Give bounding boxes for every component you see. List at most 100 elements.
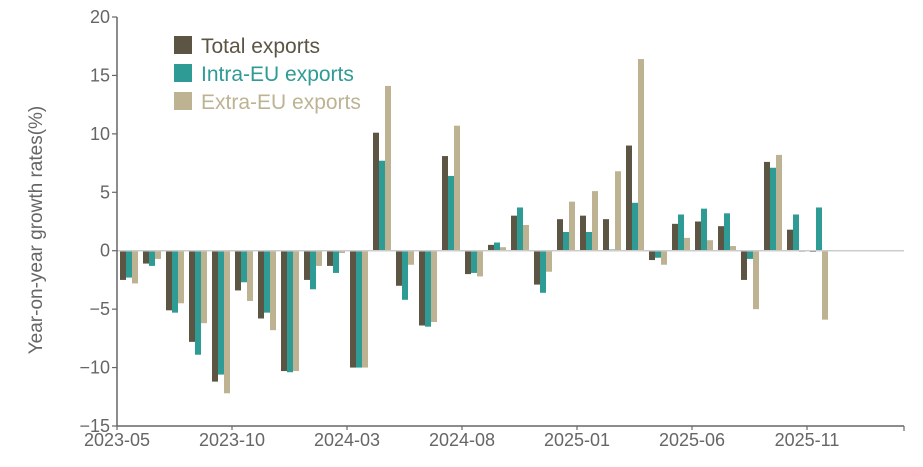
bar-group-2025-11 — [810, 207, 828, 320]
bars-layer — [120, 59, 828, 394]
bar-total-exports-2023-06 — [143, 250, 149, 264]
bar-extra-eu-exports-2025-02 — [615, 171, 621, 251]
bar-intra-eu-exports-2025-10 — [793, 214, 799, 251]
bar-group-2025-08 — [741, 250, 759, 310]
bar-group-2024-06 — [419, 250, 437, 327]
bar-extra-eu-exports-2025-03 — [638, 59, 644, 251]
bar-extra-eu-exports-2024-06 — [431, 250, 437, 322]
bar-group-2024-02 — [327, 250, 345, 273]
bar-total-exports-2024-09 — [488, 244, 494, 251]
bar-extra-eu-exports-2023-08 — [201, 250, 207, 324]
bar-group-2023-07 — [166, 250, 184, 313]
legend-label: Intra-EU exports — [201, 63, 354, 86]
bar-group-2023-05 — [120, 250, 138, 284]
y-tick-label: 15 — [90, 65, 110, 85]
bar-intra-eu-exports-2023-09 — [218, 250, 224, 375]
legend: Total exports Intra-EU exports Extra-EU ex… — [174, 35, 361, 114]
bar-extra-eu-exports-2023-10 — [247, 250, 253, 301]
bar-group-2023-08 — [189, 250, 207, 355]
bar-intra-eu-exports-2025-01 — [586, 232, 592, 251]
bar-intra-eu-exports-2025-11 — [816, 207, 822, 251]
legend-label: Total exports — [201, 35, 320, 58]
bar-total-exports-2024-01 — [304, 250, 310, 280]
y-tick-label: −10 — [79, 358, 110, 378]
y-tick-label: 10 — [90, 124, 110, 144]
bar-total-exports-2025-02 — [603, 219, 609, 251]
bar-group-2024-08 — [465, 250, 483, 277]
bar-extra-eu-exports-2024-05 — [408, 250, 414, 265]
bar-extra-eu-exports-2023-06 — [155, 250, 161, 259]
bar-total-exports-2023-10 — [235, 250, 241, 291]
x-tick-label: 2023-05 — [84, 430, 150, 450]
bar-total-exports-2025-07 — [718, 226, 724, 251]
bar-group-2025-01 — [580, 191, 598, 251]
bar-group-2025-06 — [695, 208, 713, 251]
bar-total-exports-2025-04 — [649, 250, 655, 261]
bar-total-exports-2023-11 — [258, 250, 264, 319]
x-tick-label: 2024-08 — [429, 430, 495, 450]
bar-group-2024-07 — [442, 125, 460, 251]
legend-swatch — [174, 36, 192, 54]
bar-total-exports-2023-12 — [281, 250, 287, 372]
bar-intra-eu-exports-2023-12 — [287, 250, 293, 373]
bar-group-2025-04 — [649, 250, 667, 265]
bar-intra-eu-exports-2024-08 — [471, 250, 477, 273]
bar-extra-eu-exports-2025-04 — [661, 250, 667, 265]
bar-total-exports-2023-07 — [166, 250, 172, 311]
bar-intra-eu-exports-2024-06 — [425, 250, 431, 327]
bar-group-2024-04 — [373, 85, 391, 251]
legend-swatch — [174, 64, 192, 82]
bar-extra-eu-exports-2023-07 — [178, 250, 184, 304]
bar-total-exports-2023-05 — [120, 250, 126, 280]
bar-total-exports-2023-09 — [212, 250, 218, 382]
bar-intra-eu-exports-2023-10 — [241, 250, 247, 283]
bar-extra-eu-exports-2024-03 — [362, 250, 368, 368]
bar-total-exports-2024-12 — [557, 219, 563, 251]
legend-label: Extra-EU exports — [201, 91, 361, 114]
y-tick-label: −5 — [89, 299, 110, 319]
x-tick-label: 2025-01 — [544, 430, 610, 450]
bar-extra-eu-exports-2024-09 — [500, 247, 506, 251]
bar-intra-eu-exports-2023-06 — [149, 250, 155, 266]
bar-group-2024-05 — [396, 250, 414, 300]
bar-extra-eu-exports-2023-12 — [293, 250, 299, 372]
bar-intra-eu-exports-2024-04 — [379, 160, 385, 251]
bar-group-2025-02 — [603, 171, 621, 251]
y-axis-title: Year-on-year growth rates(%) — [26, 106, 47, 355]
bar-intra-eu-exports-2024-03 — [356, 250, 362, 368]
bar-intra-eu-exports-2025-03 — [632, 202, 638, 251]
bar-intra-eu-exports-2025-07 — [724, 213, 730, 251]
bar-total-exports-2025-05 — [672, 223, 678, 251]
legend-item-extra-eu-exports: Extra-EU exports — [174, 91, 361, 114]
bar-group-2025-09 — [764, 154, 782, 251]
bar-group-2024-03 — [350, 250, 368, 368]
x-tick-label: 2024-03 — [314, 430, 380, 450]
bar-intra-eu-exports-2025-09 — [770, 167, 776, 251]
bar-intra-eu-exports-2024-10 — [517, 207, 523, 251]
bar-group-2024-11 — [534, 250, 552, 293]
y-axis: 20 15 10 5 0 −5 −10 −15 — [79, 7, 118, 436]
y-tick-label: 0 — [100, 241, 110, 261]
bar-extra-eu-exports-2024-08 — [477, 250, 483, 277]
bar-extra-eu-exports-2025-01 — [592, 191, 598, 251]
bar-extra-eu-exports-2023-09 — [224, 250, 230, 394]
x-axis: 2023-05 2023-10 2024-03 2024-08 2025-01 2025-… — [84, 425, 905, 450]
bar-intra-eu-exports-2024-11 — [540, 250, 546, 293]
bar-group-2024-12 — [557, 201, 575, 251]
bar-group-2023-10 — [235, 250, 253, 301]
bar-intra-eu-exports-2024-09 — [494, 242, 500, 251]
y-tick-label: 5 — [100, 182, 110, 202]
bar-intra-eu-exports-2025-08 — [747, 250, 753, 259]
bar-group-2025-07 — [718, 213, 736, 251]
bar-group-2025-05 — [672, 214, 690, 251]
bar-extra-eu-exports-2024-12 — [569, 201, 575, 251]
bar-extra-eu-exports-2024-07 — [454, 125, 460, 251]
bar-total-exports-2024-04 — [373, 132, 379, 251]
legend-swatch — [174, 92, 192, 110]
bar-group-2024-01 — [304, 250, 322, 290]
x-tick-label: 2023-10 — [199, 430, 265, 450]
bar-intra-eu-exports-2025-05 — [678, 214, 684, 251]
bar-total-exports-2025-06 — [695, 221, 701, 251]
bar-total-exports-2024-11 — [534, 250, 540, 285]
